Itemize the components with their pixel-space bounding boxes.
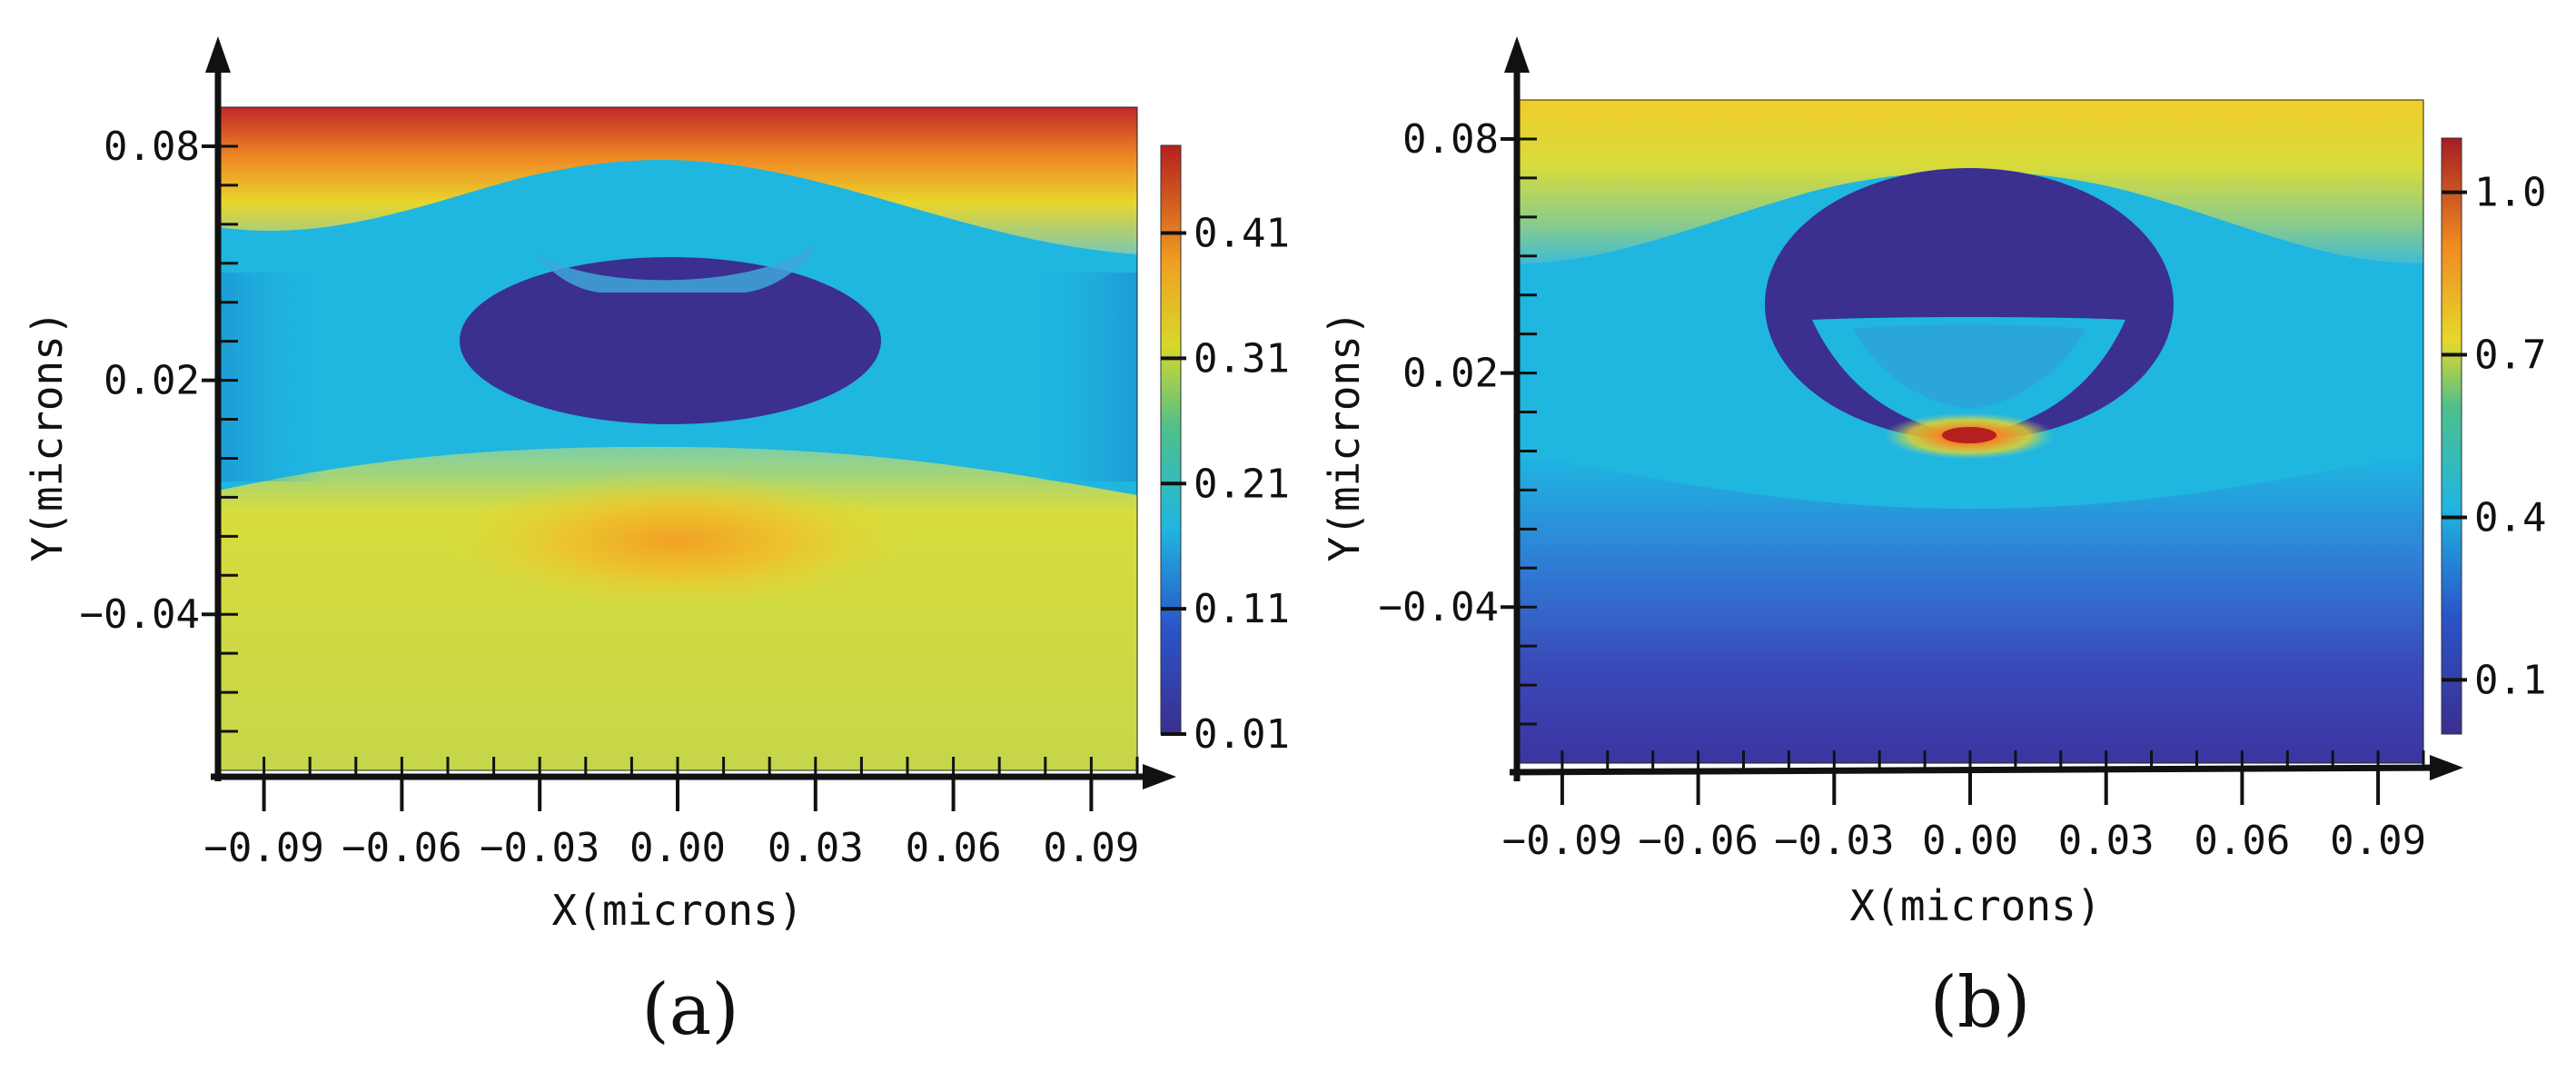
panel-a: 0.41 0.31 0.21 0.11 0.01 −0.09 −0.06 −0.03 0.00… bbox=[23, 36, 1290, 1051]
x-axis-arrow-a bbox=[1143, 764, 1176, 789]
heatmap-field-a bbox=[218, 107, 1137, 770]
x-axis-title-a: X(microns) bbox=[552, 886, 804, 935]
y-tick-label: 0.08 bbox=[104, 124, 200, 170]
x-tick-label: 0.09 bbox=[1043, 825, 1139, 871]
colorbar-tick-label: 0.4 bbox=[2474, 494, 2546, 541]
y-tick-label: −0.04 bbox=[1379, 584, 1499, 630]
x-tick-label: −0.03 bbox=[480, 825, 599, 871]
colorbar-tick-label: 0.7 bbox=[2474, 333, 2546, 379]
y-tick-label: 0.02 bbox=[104, 358, 200, 404]
heatmap-field-b bbox=[1517, 100, 2423, 763]
y-tick-label: −0.04 bbox=[80, 591, 200, 638]
panel-b: 1.0 0.7 0.4 0.1 −0.09 −0.06 −0.03 0.00 0.03 0.06… bbox=[1320, 36, 2546, 1044]
x-tick-label: −0.06 bbox=[1638, 818, 1758, 864]
y-axis-arrow-b bbox=[1504, 36, 1530, 73]
x-tick-label: 0.06 bbox=[906, 825, 1002, 871]
panel-label-b: (b) bbox=[1930, 962, 2031, 1044]
x-axis-arrow-b bbox=[2430, 755, 2463, 780]
x-tick-label: 0.03 bbox=[768, 825, 864, 871]
y-tick-label: 0.02 bbox=[1402, 351, 1499, 397]
y-axis-arrow-a bbox=[205, 36, 231, 73]
colorbar-tick-label: 1.0 bbox=[2474, 170, 2546, 216]
x-tick-label: 0.00 bbox=[629, 825, 726, 871]
y-axis-title-b: Y(microns) bbox=[1320, 311, 1369, 562]
y-ticks-b: 0.08 0.02 −0.04 bbox=[1379, 116, 1537, 726]
panel-label-a: (a) bbox=[641, 969, 738, 1051]
x-tick-label: 0.03 bbox=[2058, 818, 2155, 864]
colorbar-tick-label: 0.31 bbox=[1194, 335, 1290, 382]
x-ticks-a: −0.09 −0.06 −0.03 0.00 0.03 0.06 0.09 bbox=[203, 757, 1139, 871]
x-tick-label: 0.00 bbox=[1922, 818, 2018, 864]
colorbar-ticks-a: 0.41 0.31 0.21 0.11 0.01 bbox=[1161, 211, 1290, 758]
x-tick-label: 0.09 bbox=[2330, 818, 2426, 864]
colorbar-tick-label: 0.1 bbox=[2474, 657, 2546, 703]
x-tick-label: −0.09 bbox=[203, 825, 323, 871]
x-tick-label: 0.06 bbox=[2194, 818, 2290, 864]
colorbar-tick-label: 0.11 bbox=[1194, 586, 1290, 632]
y-ticks-a: 0.08 0.02 −0.04 bbox=[80, 124, 238, 733]
x-tick-label: −0.06 bbox=[342, 825, 461, 871]
x-ticks-b: −0.09 −0.06 −0.03 0.00 0.03 0.06 0.09 bbox=[1502, 750, 2426, 864]
colorbar-tick-label: 0.21 bbox=[1194, 461, 1290, 507]
x-tick-label: −0.09 bbox=[1502, 818, 1622, 864]
y-tick-label: 0.08 bbox=[1402, 116, 1499, 163]
y-axis-title-a: Y(microns) bbox=[23, 311, 72, 562]
x-axis-title-b: X(microns) bbox=[1850, 881, 2102, 930]
colorbar-b bbox=[2441, 137, 2462, 735]
x-axis-line-b bbox=[1509, 764, 2444, 776]
colorbar-ticks-b: 1.0 0.7 0.4 0.1 bbox=[2442, 170, 2546, 703]
x-tick-label: −0.03 bbox=[1774, 818, 1894, 864]
colorbar-tick-label: 0.01 bbox=[1194, 711, 1290, 758]
colorbar-tick-label: 0.41 bbox=[1194, 211, 1290, 257]
